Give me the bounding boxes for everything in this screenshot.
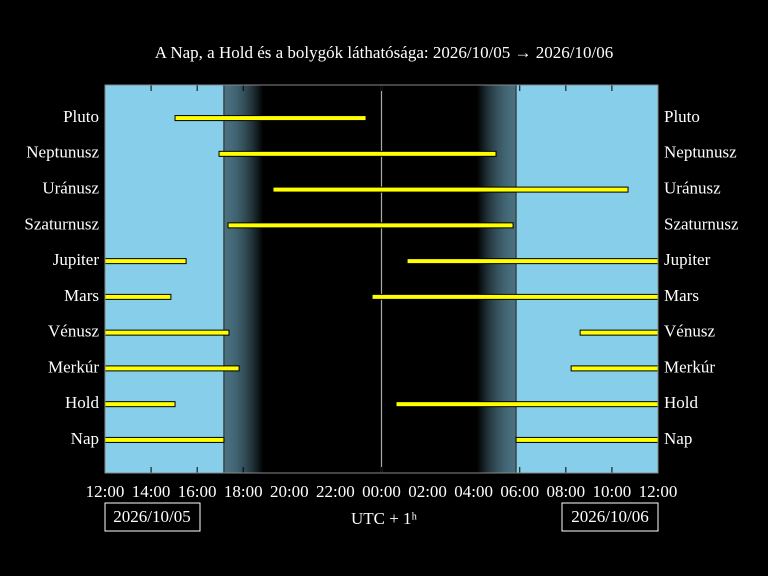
x-tick-label: 14:00 (132, 482, 171, 501)
dawn (477, 85, 517, 473)
day-sky (105, 85, 224, 473)
visibility-bar (104, 401, 176, 408)
visibility-bar (371, 293, 659, 300)
visibility-bar (104, 365, 240, 372)
y-tick-label: Merkúr (48, 357, 99, 376)
x-tick-label: 00:00 (362, 482, 401, 501)
y-tick-label: Neptunusz (664, 143, 737, 162)
y-tick-label: Mars (664, 286, 699, 305)
dusk (223, 85, 264, 473)
visibility-bar (104, 436, 225, 443)
x-axis-label: UTC + 1ʰ (351, 509, 418, 528)
visibility-bar (218, 150, 497, 157)
x-tick-label: 04:00 (454, 482, 493, 501)
end-date: 2026/10/06 (571, 507, 648, 526)
chart-title: A Nap, a Hold és a bolygók láthatósága: … (155, 43, 613, 62)
y-tick-label: Vénusz (664, 322, 715, 341)
y-tick-label: Szaturnusz (24, 214, 99, 233)
y-tick-label: Vénusz (48, 322, 99, 341)
date-box (561, 502, 659, 532)
y-tick-label: Pluto (664, 107, 700, 126)
visibility-bar (104, 329, 230, 336)
visibility-bar (272, 186, 629, 193)
x-tick-label: 10:00 (593, 482, 632, 501)
y-tick-label: Uránusz (664, 179, 721, 198)
visibility-bar (406, 258, 659, 265)
x-tick-label: 02:00 (408, 482, 447, 501)
y-tick-label: Jupiter (664, 250, 711, 269)
x-tick-label: 22:00 (316, 482, 355, 501)
y-tick-label: Neptunusz (26, 143, 99, 162)
y-tick-label: Mars (64, 286, 99, 305)
visibility-bar (395, 401, 659, 408)
day-sky (516, 85, 658, 473)
visibility-bar (570, 365, 659, 372)
visibility-bar (579, 329, 659, 336)
visibility-bar (227, 222, 514, 229)
date-box (104, 502, 201, 532)
visibility-bar (104, 293, 172, 300)
y-tick-label: Pluto (63, 107, 99, 126)
x-tick-label: 12:00 (86, 482, 125, 501)
y-tick-label: Merkúr (664, 357, 715, 376)
x-tick-label: 12:00 (639, 482, 678, 501)
start-date: 2026/10/05 (113, 507, 190, 526)
y-tick-label: Uránusz (42, 179, 99, 198)
x-tick-label: 08:00 (546, 482, 585, 501)
plot-frame (104, 84, 659, 474)
visibility-bar (174, 115, 367, 122)
y-tick-label: Hold (65, 393, 100, 412)
x-tick-label: 20:00 (270, 482, 309, 501)
y-tick-label: Hold (664, 393, 699, 412)
y-tick-label: Nap (71, 429, 99, 448)
x-tick-label: 06:00 (500, 482, 539, 501)
y-tick-label: Nap (664, 429, 692, 448)
y-tick-label: Szaturnusz (664, 214, 739, 233)
y-tick-label: Jupiter (53, 250, 100, 269)
x-tick-label: 18:00 (224, 482, 263, 501)
visibility-bar (104, 258, 187, 265)
x-tick-label: 16:00 (178, 482, 217, 501)
visibility-bar (515, 436, 659, 443)
